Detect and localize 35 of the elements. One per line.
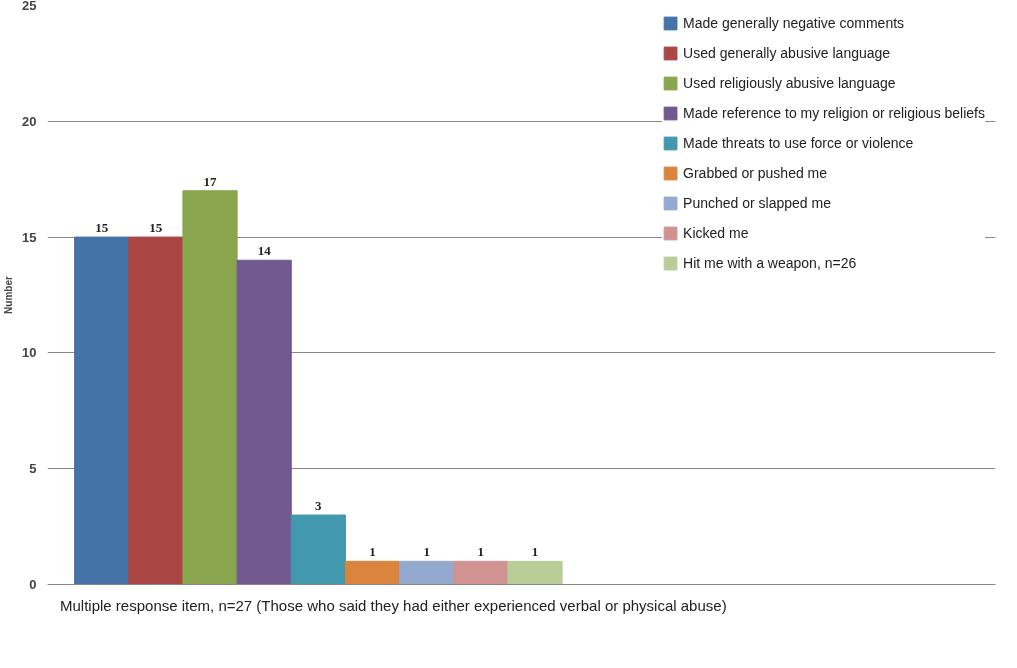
y-tick-label: 10: [22, 345, 37, 361]
bar: [128, 236, 184, 585]
legend-label: Kicked me: [683, 225, 749, 241]
legend-label: Made generally negative comments: [683, 15, 905, 31]
data-label: 3: [315, 498, 323, 514]
y-tick-label: 20: [22, 113, 37, 129]
legend-label: Made reference to my religion or religious beliefs: [683, 105, 985, 121]
data-label: 1: [477, 544, 485, 560]
legend-label: Punched or slapped me: [683, 195, 831, 211]
bar: [236, 259, 292, 585]
data-label: 1: [423, 544, 430, 560]
legend-label: Made threats to use force or violence: [683, 135, 914, 151]
data-label: 17: [203, 173, 218, 189]
bar: [507, 560, 563, 585]
data-label: 1: [369, 544, 376, 560]
data-label: 14: [257, 243, 272, 259]
legend-label: Hit me with a weapon, n=26: [683, 255, 857, 271]
text: Multiple response item, n=27 (Those who said they had either experienced verbal or physical abuse): [60, 596, 727, 616]
bar: [453, 560, 509, 585]
bar: [344, 560, 401, 585]
bar: [182, 190, 238, 585]
y-tick-label: 5: [29, 461, 37, 477]
legend-label: Used generally abusive language: [683, 45, 891, 61]
data-label: 15: [95, 220, 109, 236]
y-axis-title: Number: [3, 276, 15, 314]
bar: [290, 514, 346, 585]
y-tick-label: 15: [22, 229, 37, 245]
legend-label: Grabbed or pushed me: [683, 165, 828, 181]
data-label: 1: [531, 544, 539, 560]
data-label: 15: [149, 220, 163, 236]
y-tick-label: 0: [29, 577, 37, 592]
bar: [74, 236, 130, 585]
y-tick-label: 25: [22, 0, 37, 13]
bar: [399, 560, 455, 585]
legend-label: Used religiously abusive language: [683, 75, 896, 91]
